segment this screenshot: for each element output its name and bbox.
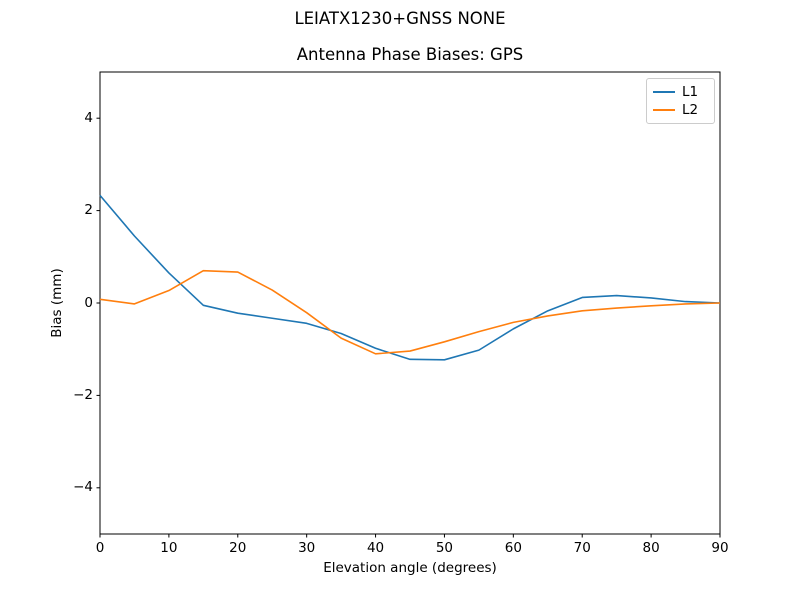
axes-frame	[99, 71, 721, 535]
x-tick-label: 0	[95, 540, 105, 556]
legend-item-l1: L1	[653, 84, 708, 100]
series-line-l2	[99, 269, 721, 355]
legend-label: L2	[682, 102, 699, 119]
figure-title: LEIATX1230+GNSS NONE	[294, 9, 506, 28]
y-tick-label: 4	[84, 109, 93, 126]
y-tick-label: −2	[73, 386, 93, 403]
x-axis-label: Elevation angle (degrees)	[323, 560, 497, 576]
series-line-l1	[99, 194, 721, 361]
y-tick-label: −4	[73, 479, 93, 496]
legend-label: L1	[682, 83, 699, 100]
x-tick-label: 20	[229, 540, 247, 556]
x-tick-label: 70	[573, 540, 591, 556]
legend-line-l1	[653, 90, 675, 93]
y-tick-label: 2	[84, 202, 93, 219]
x-tick-label: 30	[298, 540, 316, 556]
x-tick-label: 80	[642, 540, 660, 556]
x-tick-label: 60	[504, 540, 522, 556]
axes-title: Antenna Phase Biases: GPS	[296, 45, 524, 64]
x-tick-label: 10	[160, 540, 178, 556]
y-tick-label: 0	[84, 294, 93, 311]
legend: L1 L2	[646, 78, 715, 124]
legend-line-l2	[653, 109, 675, 112]
x-tick-label: 90	[711, 540, 729, 556]
legend-item-l2: L2	[653, 102, 708, 118]
x-tick-label: 40	[366, 540, 385, 556]
x-tick-label: 50	[435, 540, 454, 556]
